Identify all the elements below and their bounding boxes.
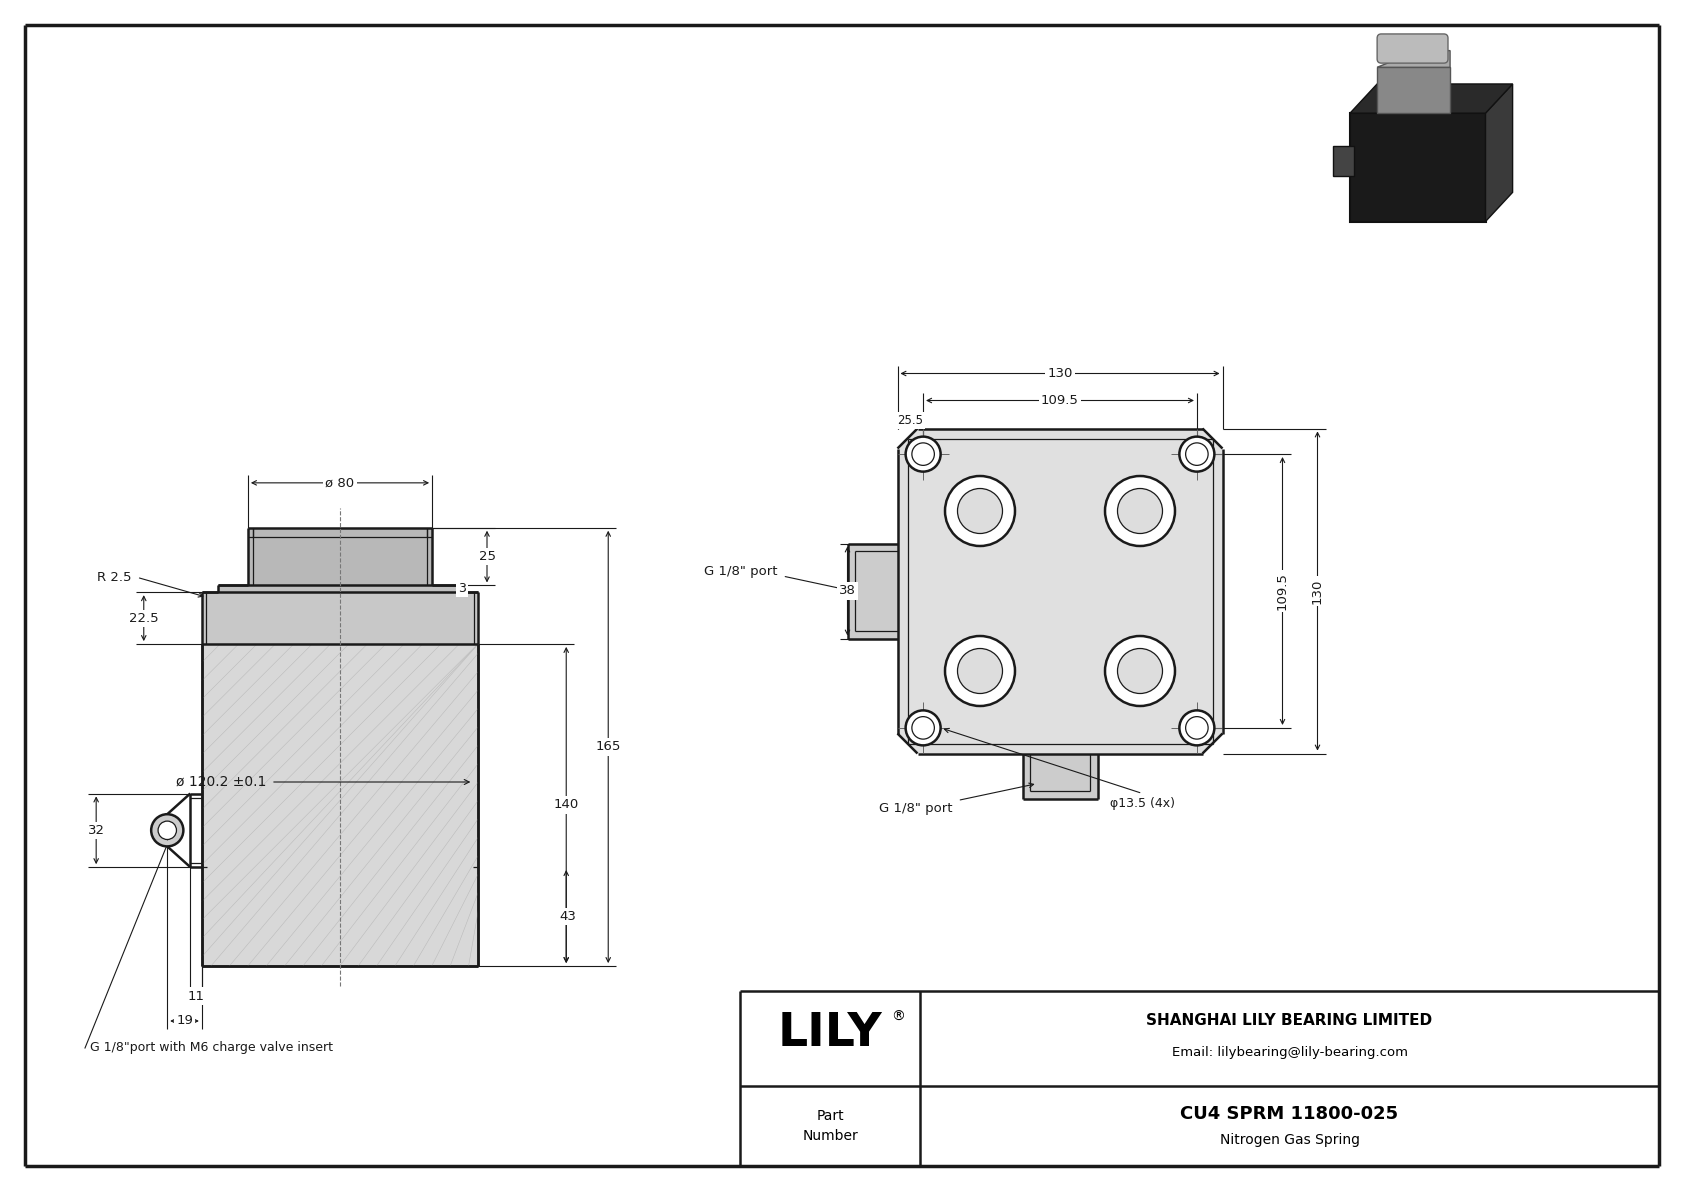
Circle shape: [958, 488, 1002, 534]
Text: 32: 32: [88, 824, 104, 837]
Text: 3: 3: [458, 582, 466, 596]
Circle shape: [158, 821, 177, 840]
Text: SHANGHAI LILY BEARING LIMITED: SHANGHAI LILY BEARING LIMITED: [1147, 1014, 1433, 1028]
Text: 11: 11: [187, 990, 204, 1003]
Circle shape: [1186, 717, 1207, 740]
Circle shape: [911, 443, 935, 466]
Text: Part
Number: Part Number: [802, 1109, 857, 1143]
Circle shape: [906, 710, 941, 746]
Text: G 1/8" port: G 1/8" port: [879, 802, 953, 815]
Text: 109.5: 109.5: [1041, 394, 1079, 407]
Circle shape: [911, 717, 935, 740]
Text: Email: lilybearing@lily-bearing.com: Email: lilybearing@lily-bearing.com: [1172, 1046, 1408, 1059]
Circle shape: [1118, 649, 1162, 693]
Polygon shape: [1378, 50, 1450, 67]
Text: ®: ®: [891, 1010, 904, 1023]
Circle shape: [1186, 443, 1207, 466]
FancyBboxPatch shape: [1378, 33, 1448, 63]
Text: R 2.5: R 2.5: [98, 570, 131, 584]
Bar: [847, 543, 898, 638]
Text: LILY: LILY: [778, 1011, 882, 1056]
Bar: [1351, 113, 1485, 222]
Polygon shape: [1485, 83, 1512, 222]
Circle shape: [1105, 476, 1175, 545]
Text: G 1/8"port with M6 charge valve insert: G 1/8"port with M6 charge valve insert: [89, 1041, 333, 1054]
Bar: [1022, 754, 1098, 798]
Circle shape: [906, 437, 941, 472]
Text: Nitrogen Gas Spring: Nitrogen Gas Spring: [1219, 1133, 1359, 1147]
Text: ø 120.2 ±0.1: ø 120.2 ±0.1: [175, 775, 266, 788]
Polygon shape: [1351, 83, 1512, 113]
Text: 130: 130: [1047, 367, 1073, 380]
Text: φ13.5 (4x): φ13.5 (4x): [1110, 797, 1175, 810]
Bar: [202, 644, 478, 966]
Text: 130: 130: [1312, 579, 1324, 604]
Circle shape: [1179, 710, 1214, 746]
Bar: [248, 528, 433, 585]
Text: 38: 38: [839, 585, 855, 598]
Text: ø 80: ø 80: [325, 476, 355, 490]
Text: 19: 19: [177, 1015, 194, 1028]
Polygon shape: [898, 429, 1223, 754]
Bar: [202, 592, 478, 644]
Bar: [1378, 68, 1450, 113]
Circle shape: [945, 636, 1015, 706]
Text: 25.5: 25.5: [898, 414, 923, 428]
Circle shape: [152, 815, 184, 847]
Text: G 1/8" port: G 1/8" port: [704, 565, 778, 578]
Text: 165: 165: [596, 741, 621, 754]
Circle shape: [1118, 488, 1162, 534]
Text: 43: 43: [559, 910, 576, 923]
Circle shape: [1105, 636, 1175, 706]
Text: 25: 25: [478, 550, 495, 563]
Text: 22.5: 22.5: [130, 612, 158, 624]
Circle shape: [958, 649, 1002, 693]
Circle shape: [1179, 437, 1214, 472]
Text: CU4 SPRM 11800-025: CU4 SPRM 11800-025: [1180, 1105, 1399, 1123]
Circle shape: [945, 476, 1015, 545]
Bar: [217, 585, 461, 592]
Bar: [1334, 146, 1354, 175]
Text: 109.5: 109.5: [1276, 572, 1288, 610]
Text: 140: 140: [554, 798, 579, 811]
